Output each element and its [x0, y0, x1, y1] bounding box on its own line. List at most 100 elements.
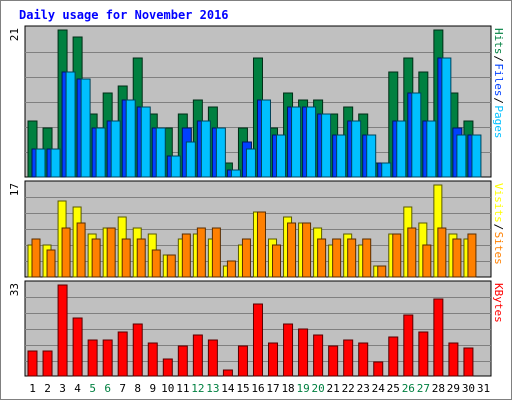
legend-sites: Sites	[492, 232, 505, 265]
bar-sites-day-27	[422, 244, 432, 278]
bar-kbytes-day-2	[42, 350, 53, 377]
panel-hits-files-pages-legend: Hits/Files/Pages	[492, 28, 505, 139]
legend-separator: /	[492, 224, 505, 231]
bar-pages-day-11	[185, 141, 196, 178]
bar-kbytes-day-8	[132, 323, 143, 377]
x-tick-label-day-22: 22	[342, 382, 355, 395]
bar-pages-day-1	[35, 148, 46, 178]
x-tick-label-day-23: 23	[357, 382, 370, 395]
bar-sites-day-10	[166, 254, 176, 278]
x-tick-label-day-27: 27	[417, 382, 430, 395]
bar-pages-day-8	[140, 106, 151, 178]
bar-kbytes-day-30	[463, 347, 474, 377]
bar-pages-day-24	[381, 162, 392, 178]
bar-sites-day-18	[287, 222, 297, 278]
bar-sites-day-3	[61, 227, 71, 278]
bar-kbytes-day-5	[87, 339, 98, 377]
bar-kbytes-day-13	[207, 339, 218, 377]
bar-pages-day-26	[411, 92, 422, 178]
bar-pages-day-20	[321, 113, 332, 178]
bar-sites-day-29	[452, 238, 462, 278]
bar-kbytes-day-3	[57, 284, 68, 377]
bar-pages-day-17	[276, 134, 287, 178]
bar-sites-day-25	[392, 233, 402, 278]
bar-pages-day-14	[230, 169, 241, 178]
x-tick-label-day-4: 4	[74, 382, 81, 395]
bar-pages-day-2	[50, 148, 61, 178]
bar-sites-day-6	[106, 227, 116, 278]
bar-kbytes-day-28	[433, 298, 444, 377]
bar-kbytes-day-17	[268, 342, 279, 377]
bar-pages-day-6	[110, 120, 121, 178]
x-tick-label-day-29: 29	[447, 382, 460, 395]
x-tick-label-day-26: 26	[402, 382, 415, 395]
bar-pages-day-15	[245, 148, 256, 178]
x-tick-label-day-6: 6	[104, 382, 111, 395]
legend-separator: /	[492, 55, 505, 62]
bar-pages-day-10	[170, 155, 181, 178]
bar-sites-day-11	[181, 233, 191, 278]
bar-sites-day-14	[226, 260, 236, 278]
x-tick-label-day-2: 2	[44, 382, 51, 395]
bar-kbytes-day-27	[418, 331, 429, 377]
x-tick-label-day-1: 1	[29, 382, 36, 395]
bar-pages-day-3	[65, 71, 76, 178]
bar-pages-day-25	[396, 120, 407, 178]
bar-sites-day-7	[121, 238, 131, 278]
x-tick-label-day-12: 12	[191, 382, 204, 395]
bar-sites-day-28	[437, 227, 447, 278]
bar-kbytes-day-26	[403, 314, 414, 377]
bar-sites-day-15	[241, 238, 251, 278]
chart-title: Daily usage for November 2016	[19, 8, 229, 22]
panel-visits-sites-legend: Visits/Sites	[492, 183, 505, 265]
bar-kbytes-day-9	[147, 342, 158, 377]
bar-sites-day-16	[256, 211, 266, 278]
legend-separator: /	[492, 97, 505, 104]
legend-pages: Pages	[492, 105, 505, 138]
bar-sites-day-24	[377, 265, 387, 278]
bar-pages-day-23	[366, 134, 377, 178]
bar-sites-day-2	[46, 249, 56, 278]
bar-sites-day-17	[272, 244, 282, 278]
bar-sites-day-23	[362, 238, 372, 278]
legend-hits: Hits	[492, 28, 505, 55]
bar-sites-day-13	[211, 227, 221, 278]
bar-pages-day-7	[125, 99, 136, 178]
bar-pages-day-29	[456, 134, 467, 178]
bar-sites-day-12	[196, 227, 206, 278]
x-tick-label-day-11: 11	[176, 382, 189, 395]
bar-pages-day-13	[215, 127, 226, 178]
bar-sites-day-1	[31, 238, 41, 278]
bar-sites-day-22	[347, 238, 357, 278]
bar-kbytes-day-16	[252, 303, 263, 377]
x-tick-label-day-24: 24	[372, 382, 386, 395]
x-tick-label-day-8: 8	[134, 382, 141, 395]
panel-kbytes-ymax-label: 33	[8, 283, 21, 296]
bar-kbytes-day-7	[117, 331, 128, 377]
bar-pages-day-28	[441, 57, 452, 178]
bar-kbytes-day-25	[388, 336, 399, 377]
bar-sites-day-20	[317, 238, 327, 278]
bar-kbytes-day-19	[298, 328, 309, 377]
bar-sites-day-19	[302, 222, 312, 278]
bar-pages-day-30	[471, 134, 482, 178]
legend-visits: Visits	[492, 183, 505, 223]
x-tick-label-day-21: 21	[327, 382, 340, 395]
bar-sites-day-8	[136, 238, 146, 278]
legend-files: Files	[492, 63, 505, 96]
bar-sites-day-5	[91, 238, 101, 278]
bar-pages-day-9	[155, 127, 166, 178]
x-tick-label-day-18: 18	[281, 382, 294, 395]
bar-pages-day-12	[200, 120, 211, 178]
bar-kbytes-day-15	[237, 345, 248, 377]
x-tick-label-day-7: 7	[119, 382, 126, 395]
bar-sites-day-30	[467, 233, 477, 278]
bar-pages-day-19	[306, 106, 317, 178]
x-tick-label-day-25: 25	[387, 382, 400, 395]
x-tick-label-day-16: 16	[251, 382, 264, 395]
bar-pages-day-18	[291, 106, 302, 178]
panel-kbytes-legend: KBytes	[492, 283, 505, 323]
bar-kbytes-day-22	[343, 339, 354, 377]
